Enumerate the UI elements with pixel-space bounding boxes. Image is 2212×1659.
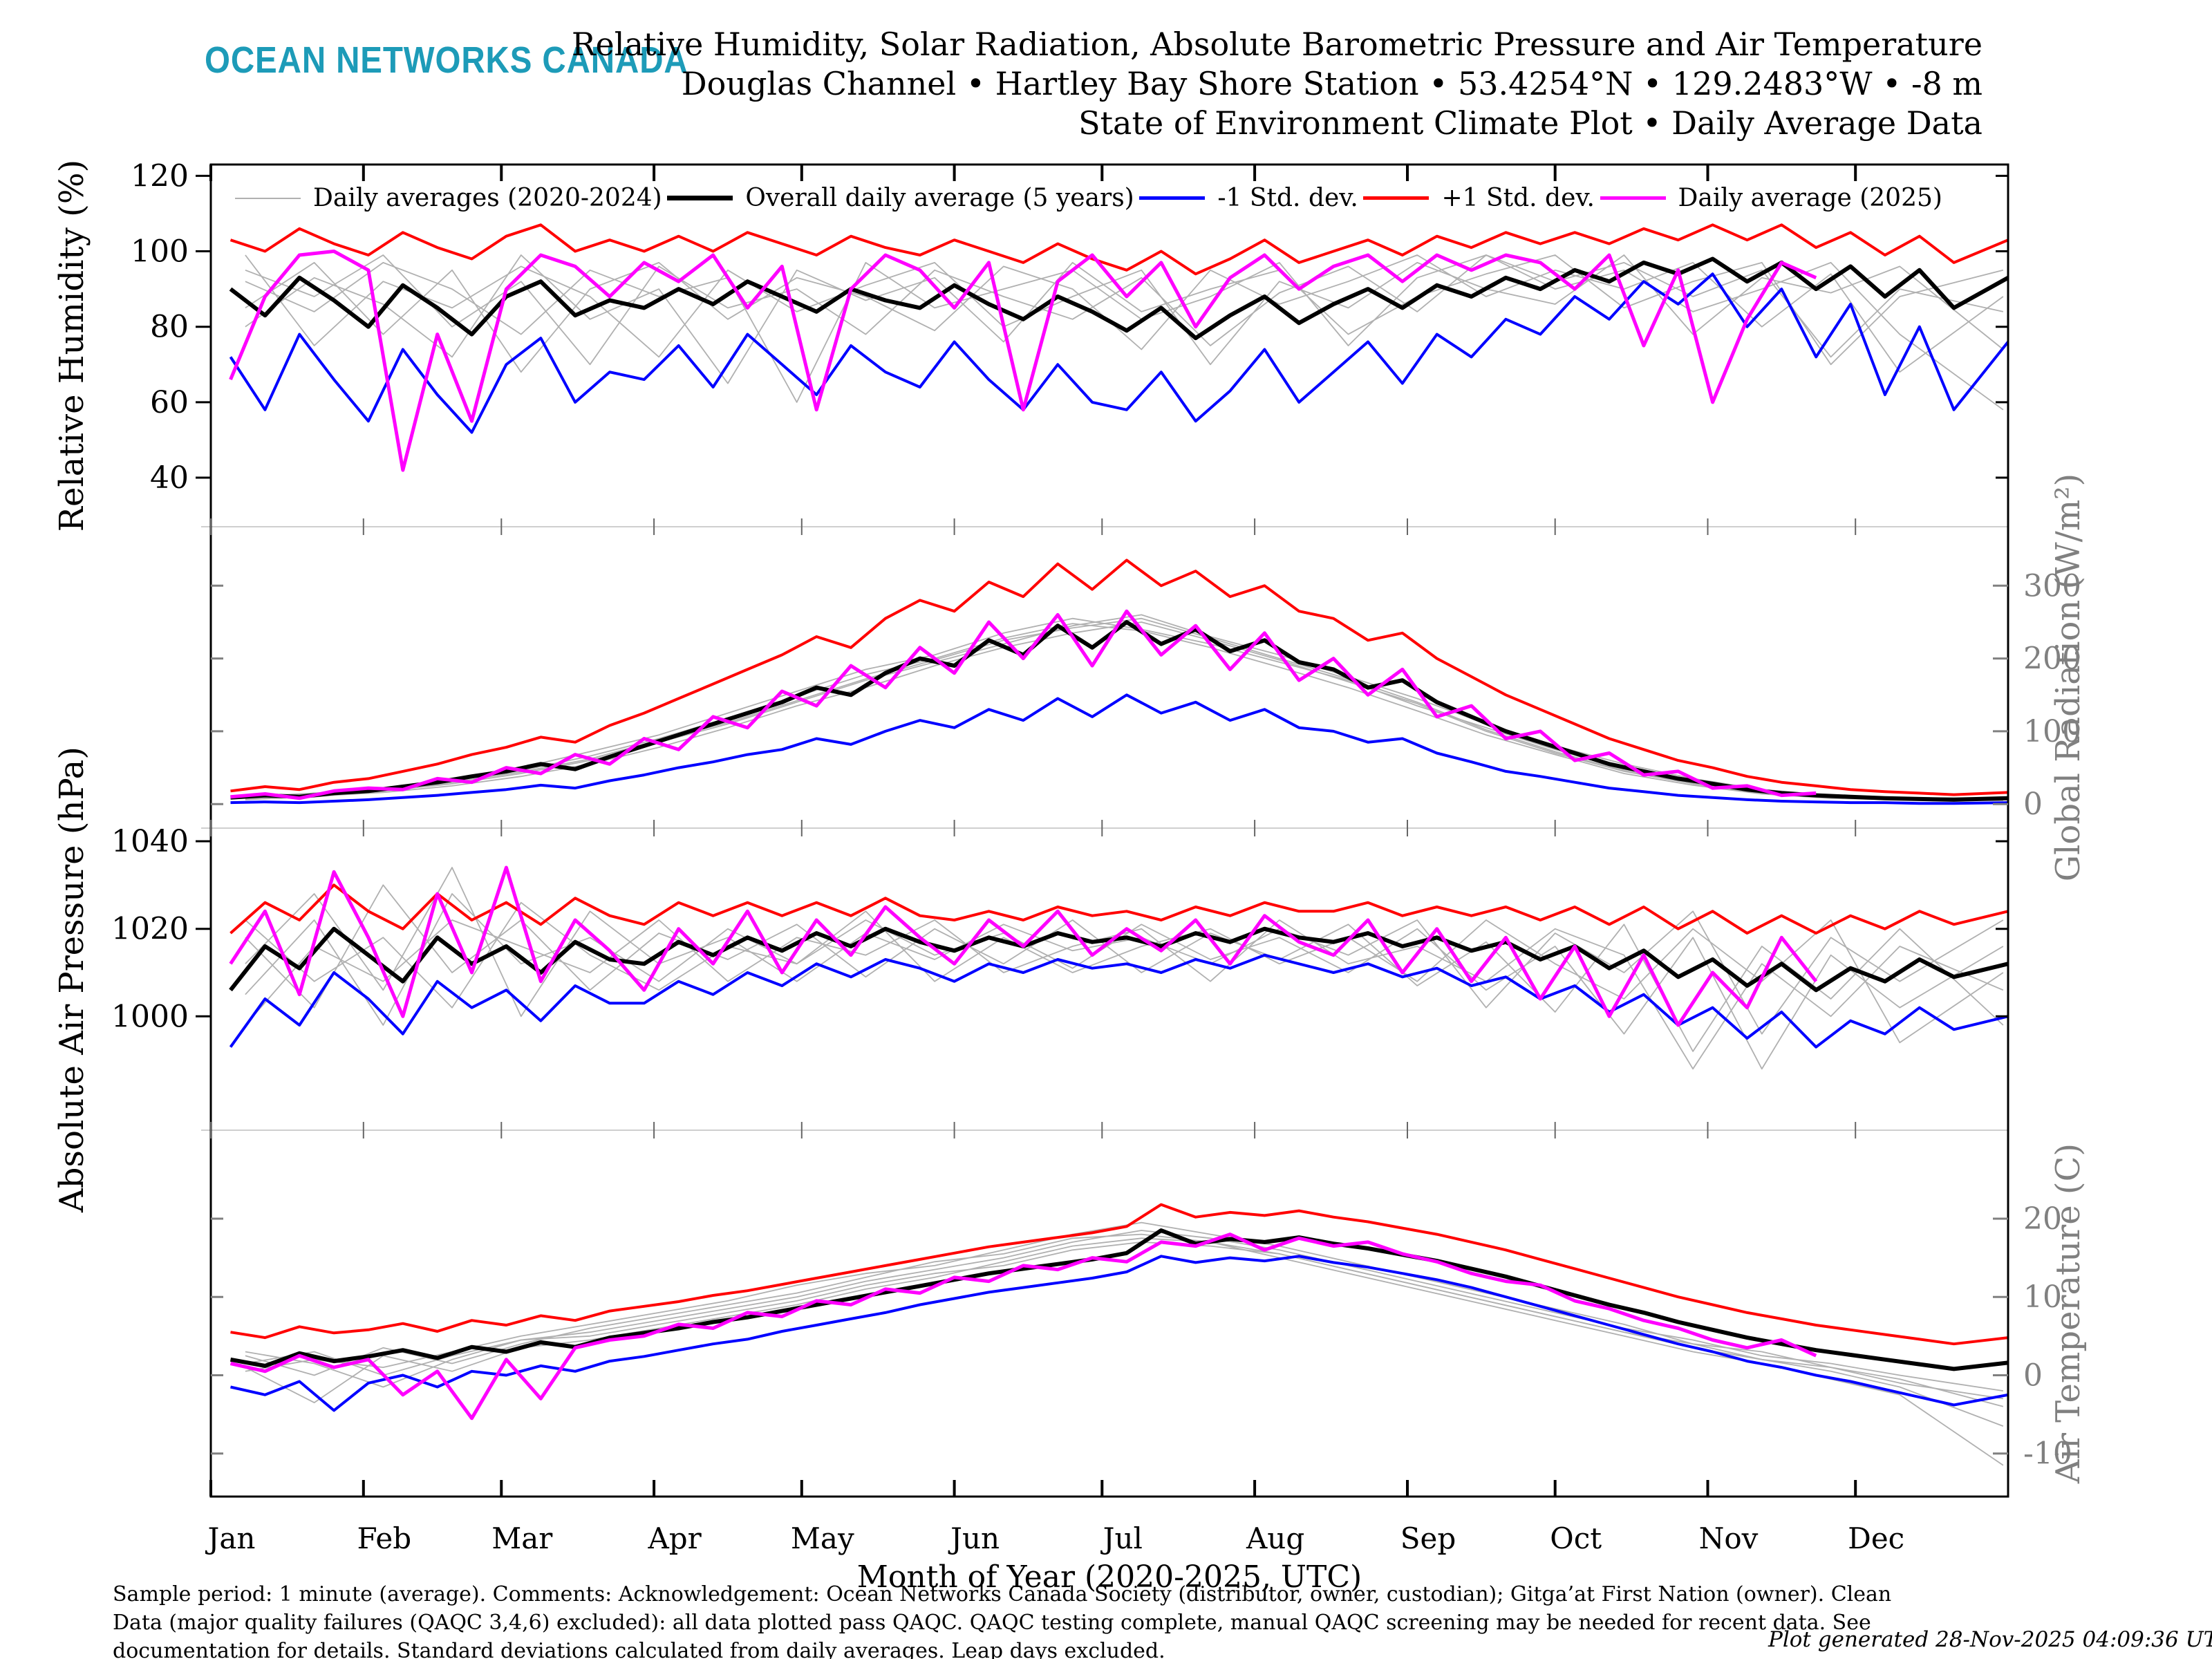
plot-generated-timestamp: Plot generated 28-Nov-2025 04:09:36 UTC — [1768, 1627, 2212, 1652]
legend-label: +1 Std. dev. — [1441, 184, 1595, 212]
x-tick-label-nov: Nov — [1699, 1521, 1759, 1555]
plot-border — [209, 163, 2009, 1498]
series-2022 — [245, 1221, 2004, 1407]
series-2024 — [245, 617, 2003, 800]
series--1-std-dev- — [230, 559, 2008, 796]
footer-line-2: Data (major quality failures (QAQC 3,4,6… — [113, 1611, 1871, 1635]
y-tick-label: 300 — [2023, 568, 2081, 603]
series--1-std-dev- — [229, 223, 2008, 276]
x-tick-label-dec: Dec — [1848, 1521, 1904, 1555]
x-tick-label-mar: Mar — [491, 1521, 553, 1555]
panel-absolute-air-pressure — [229, 865, 2008, 1070]
y-axis-label-relative-humidity: Relative Humidity (%) — [53, 160, 91, 532]
y-tick-label: 0 — [2023, 787, 2043, 822]
y-tick-label: 10 — [2023, 1280, 2062, 1315]
y-tick-label: 200 — [2023, 641, 2081, 677]
series--1-std-dev- — [230, 1203, 2008, 1346]
x-tick-label-aug: Aug — [1246, 1521, 1304, 1555]
legend-line-swatch — [667, 196, 733, 200]
panel-relative-humidity — [229, 223, 2008, 472]
series-overall-daily-average-5-years- — [229, 1228, 2008, 1371]
y-tick-label: 120 — [131, 158, 189, 194]
x-tick-label-sep: Sep — [1400, 1521, 1456, 1555]
series-2021 — [245, 884, 2004, 1052]
legend-item-1: Overall daily average (5 years) — [667, 184, 1134, 212]
series-2020 — [245, 1237, 2004, 1427]
x-tick-label-apr: Apr — [647, 1521, 702, 1555]
legend-item-4: Daily average (2025) — [1600, 184, 1942, 212]
series-2024 — [245, 901, 2004, 1044]
series-overall-daily-average-5-years- — [229, 256, 2008, 341]
legend-item-2: -1 Std. dev. — [1139, 184, 1358, 212]
y-axis-label-global-radiation: Global Radiation (W/m²) — [2049, 474, 2088, 882]
series-overall-daily-average-5-years- — [229, 926, 2008, 993]
y-tick-label: 100 — [2023, 714, 2081, 749]
ocean-networks-canada-logo: OCEAN NETWORKS CANADA — [205, 39, 688, 81]
y-tick-label: 40 — [150, 460, 189, 496]
series-2024 — [245, 1241, 2004, 1400]
title-line-2: Douglas Channel • Hartley Bay Shore Stat… — [681, 65, 1983, 102]
y-tick-label: 1000 — [111, 999, 189, 1034]
legend-label: Daily average (2025) — [1678, 184, 1942, 212]
legend-line-swatch — [1363, 196, 1430, 200]
series-daily-average-2025- — [229, 1232, 1817, 1421]
legend: Daily averages (2020-2024) Overall daily … — [235, 184, 1942, 212]
x-tick-label-oct: Oct — [1550, 1521, 1602, 1555]
y-tick-label: 60 — [150, 385, 189, 420]
legend-label: -1 Std. dev. — [1217, 184, 1358, 212]
y-tick-label: 1020 — [111, 912, 189, 947]
series--1-std-dev- — [230, 693, 2008, 805]
legend-line-swatch — [1139, 196, 1206, 200]
series-daily-average-2025- — [230, 609, 1817, 800]
x-tick-label-may: May — [791, 1521, 854, 1555]
y-tick-label: 1040 — [111, 824, 189, 859]
series-2020 — [245, 254, 2004, 366]
title-line-3: State of Environment Climate Plot • Dail… — [1078, 104, 1983, 142]
series-2022 — [245, 254, 2004, 366]
series--1-std-dev- — [229, 883, 2008, 935]
legend-line-swatch — [1600, 196, 1666, 200]
series--1-std-dev- — [230, 1255, 2008, 1412]
legend-line-swatch — [235, 197, 301, 199]
y-tick-label: 80 — [150, 310, 189, 345]
panel-air-temperature — [229, 1203, 2008, 1466]
y-tick-label: 100 — [131, 234, 189, 270]
series-daily-average-2025- — [229, 250, 1817, 472]
y-tick-label: -10 — [2023, 1436, 2072, 1472]
footer-line-1: Sample period: 1 minute (average). Comme… — [113, 1582, 1892, 1606]
x-axis-label: Month of Year (2020-2025, UTC) — [857, 1559, 1362, 1595]
legend-item-0: Daily averages (2020-2024) — [235, 184, 662, 212]
title-line-1: Relative Humidity, Solar Radiation, Abso… — [571, 26, 1983, 63]
plot-title: Relative Humidity, Solar Radiation, Abso… — [572, 25, 1983, 143]
legend-label: Daily averages (2020-2024) — [313, 184, 662, 212]
x-tick-label-jan: Jan — [205, 1521, 256, 1555]
series-daily-average-2025- — [229, 865, 1818, 1027]
y-tick-label: 20 — [2023, 1201, 2062, 1237]
footer-notes: Sample period: 1 minute (average). Comme… — [113, 1580, 1891, 1659]
series-2023 — [245, 623, 2003, 800]
y-axis-label-absolute-air-pressure: Absolute Air Pressure (hPa) — [53, 747, 91, 1213]
legend-item-3: +1 Std. dev. — [1363, 184, 1595, 212]
y-tick-label: 0 — [2023, 1358, 2043, 1394]
footer-line-3: documentation for details. Standard devi… — [113, 1639, 1165, 1659]
series-2024 — [245, 254, 2004, 411]
x-tick-label-jun: Jun — [948, 1521, 1000, 1555]
series--1-std-dev- — [229, 953, 2008, 1049]
x-tick-label-feb: Feb — [357, 1521, 412, 1555]
panel-global-radiation — [230, 559, 2008, 805]
legend-label: Overall daily average (5 years) — [745, 184, 1134, 212]
y-axis-label-air-temperature: Air Temperature (C) — [2049, 1143, 2088, 1484]
x-tick-label-jul: Jul — [1100, 1521, 1143, 1555]
series--1-std-dev- — [229, 272, 2008, 434]
series-2023 — [245, 1233, 2004, 1466]
